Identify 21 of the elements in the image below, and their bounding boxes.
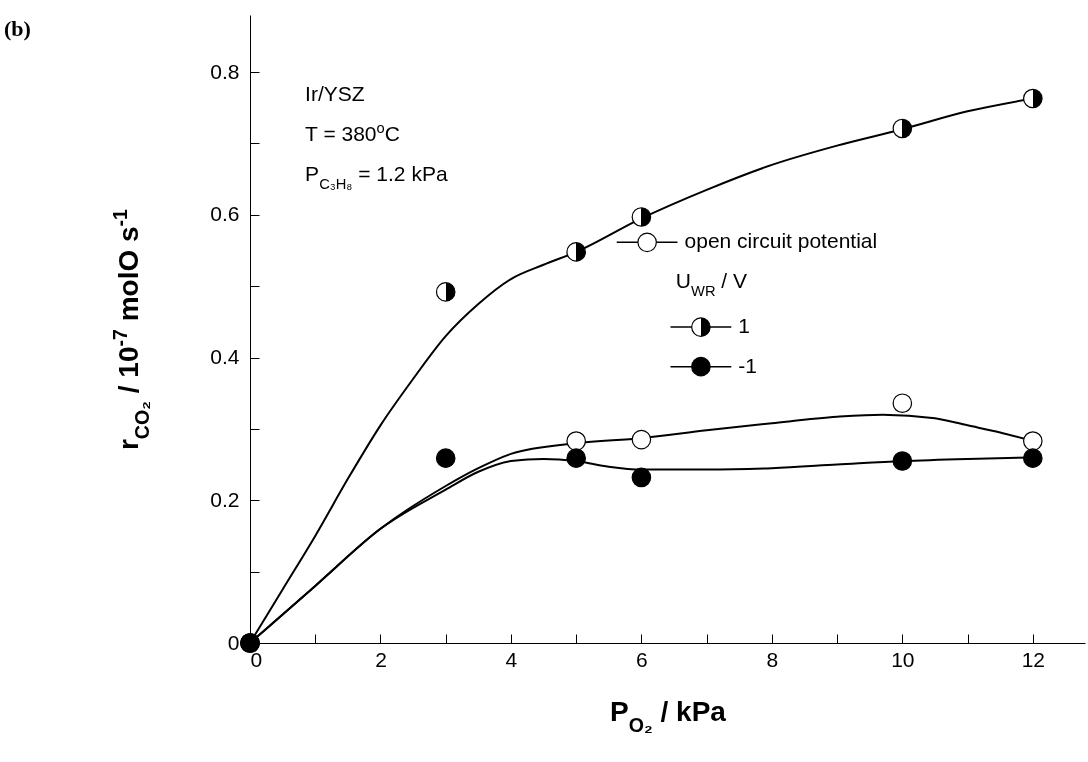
x-tick-label: 2 <box>375 647 387 671</box>
y-tick-label: 0 <box>227 630 240 654</box>
x-tick-label: 6 <box>636 647 648 671</box>
legend-title: U$_{WR}$ / V <box>675 268 748 299</box>
y-tick-label: 0.8 <box>210 59 240 83</box>
annotation: T = 380$^{o}$C <box>305 119 400 145</box>
legend-label: 1 <box>738 314 750 338</box>
x-tick-label: 10 <box>891 647 915 671</box>
x-tick-label: 8 <box>766 647 779 671</box>
annotation: Ir/YSZ <box>305 81 365 105</box>
legend-label: open circuit potential <box>684 229 878 253</box>
y-tick-label: 0.6 <box>210 202 240 226</box>
x-tick-label: 0 <box>250 647 263 671</box>
y-tick-label: 0.4 <box>210 345 240 369</box>
legend-label: -1 <box>738 353 757 377</box>
x-tick-label: 4 <box>505 647 518 671</box>
annotation: P$_{C₃H₈}$ = 1.2 kPa <box>305 162 448 193</box>
x-tick-label: 12 <box>1021 647 1045 671</box>
text: (b) <box>4 16 31 41</box>
x-axis-title: P$_{O₂}$ / kPa <box>610 695 727 736</box>
y-tick-label: 0.2 <box>210 487 240 511</box>
